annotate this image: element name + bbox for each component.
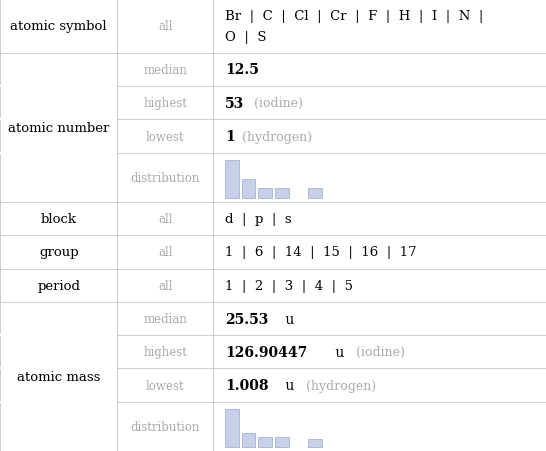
- Text: highest: highest: [143, 345, 187, 359]
- Bar: [242, 179, 256, 198]
- Text: distribution: distribution: [130, 420, 200, 433]
- Text: 1  |  6  |  14  |  15  |  16  |  17: 1 | 6 | 14 | 15 | 16 | 17: [225, 246, 417, 259]
- Text: block: block: [41, 212, 76, 226]
- Text: all: all: [158, 279, 173, 292]
- Text: atomic mass: atomic mass: [17, 370, 100, 383]
- Text: 12.5: 12.5: [225, 63, 259, 77]
- Bar: [258, 189, 272, 198]
- Text: u: u: [281, 378, 294, 392]
- Text: 1.008: 1.008: [225, 378, 269, 392]
- Text: distribution: distribution: [130, 171, 200, 184]
- Bar: [225, 160, 239, 198]
- Bar: [258, 437, 272, 447]
- Text: lowest: lowest: [146, 379, 185, 392]
- Text: 1  |  2  |  3  |  4  |  5: 1 | 2 | 3 | 4 | 5: [225, 279, 353, 292]
- Bar: [275, 189, 289, 198]
- Text: all: all: [158, 212, 173, 226]
- Text: atomic symbol: atomic symbol: [10, 20, 107, 33]
- Bar: [225, 409, 239, 447]
- Text: atomic number: atomic number: [8, 122, 109, 134]
- Text: (hydrogen): (hydrogen): [298, 379, 376, 392]
- Bar: [242, 433, 256, 447]
- Text: 126.90447: 126.90447: [225, 345, 307, 359]
- Text: lowest: lowest: [146, 130, 185, 143]
- Text: median: median: [143, 312, 187, 325]
- Text: 1: 1: [225, 130, 235, 144]
- Text: O  |  S: O | S: [225, 31, 266, 44]
- Text: Br  |  C  |  Cl  |  Cr  |  F  |  H  |  I  |  N  |: Br | C | Cl | Cr | F | H | I | N |: [225, 9, 483, 23]
- Text: period: period: [37, 279, 80, 292]
- Text: 53: 53: [225, 97, 244, 110]
- Text: d  |  p  |  s: d | p | s: [225, 212, 292, 226]
- Text: (hydrogen): (hydrogen): [238, 130, 312, 143]
- Text: all: all: [158, 20, 173, 33]
- Text: highest: highest: [143, 97, 187, 110]
- Bar: [308, 439, 322, 447]
- Text: 25.53: 25.53: [225, 312, 268, 326]
- Text: median: median: [143, 64, 187, 77]
- Text: u: u: [281, 312, 294, 326]
- Text: group: group: [39, 246, 79, 259]
- Text: u: u: [331, 345, 345, 359]
- Text: (iodine): (iodine): [250, 97, 302, 110]
- Text: (iodine): (iodine): [348, 345, 405, 359]
- Text: all: all: [158, 246, 173, 259]
- Bar: [308, 189, 322, 198]
- Bar: [275, 437, 289, 447]
